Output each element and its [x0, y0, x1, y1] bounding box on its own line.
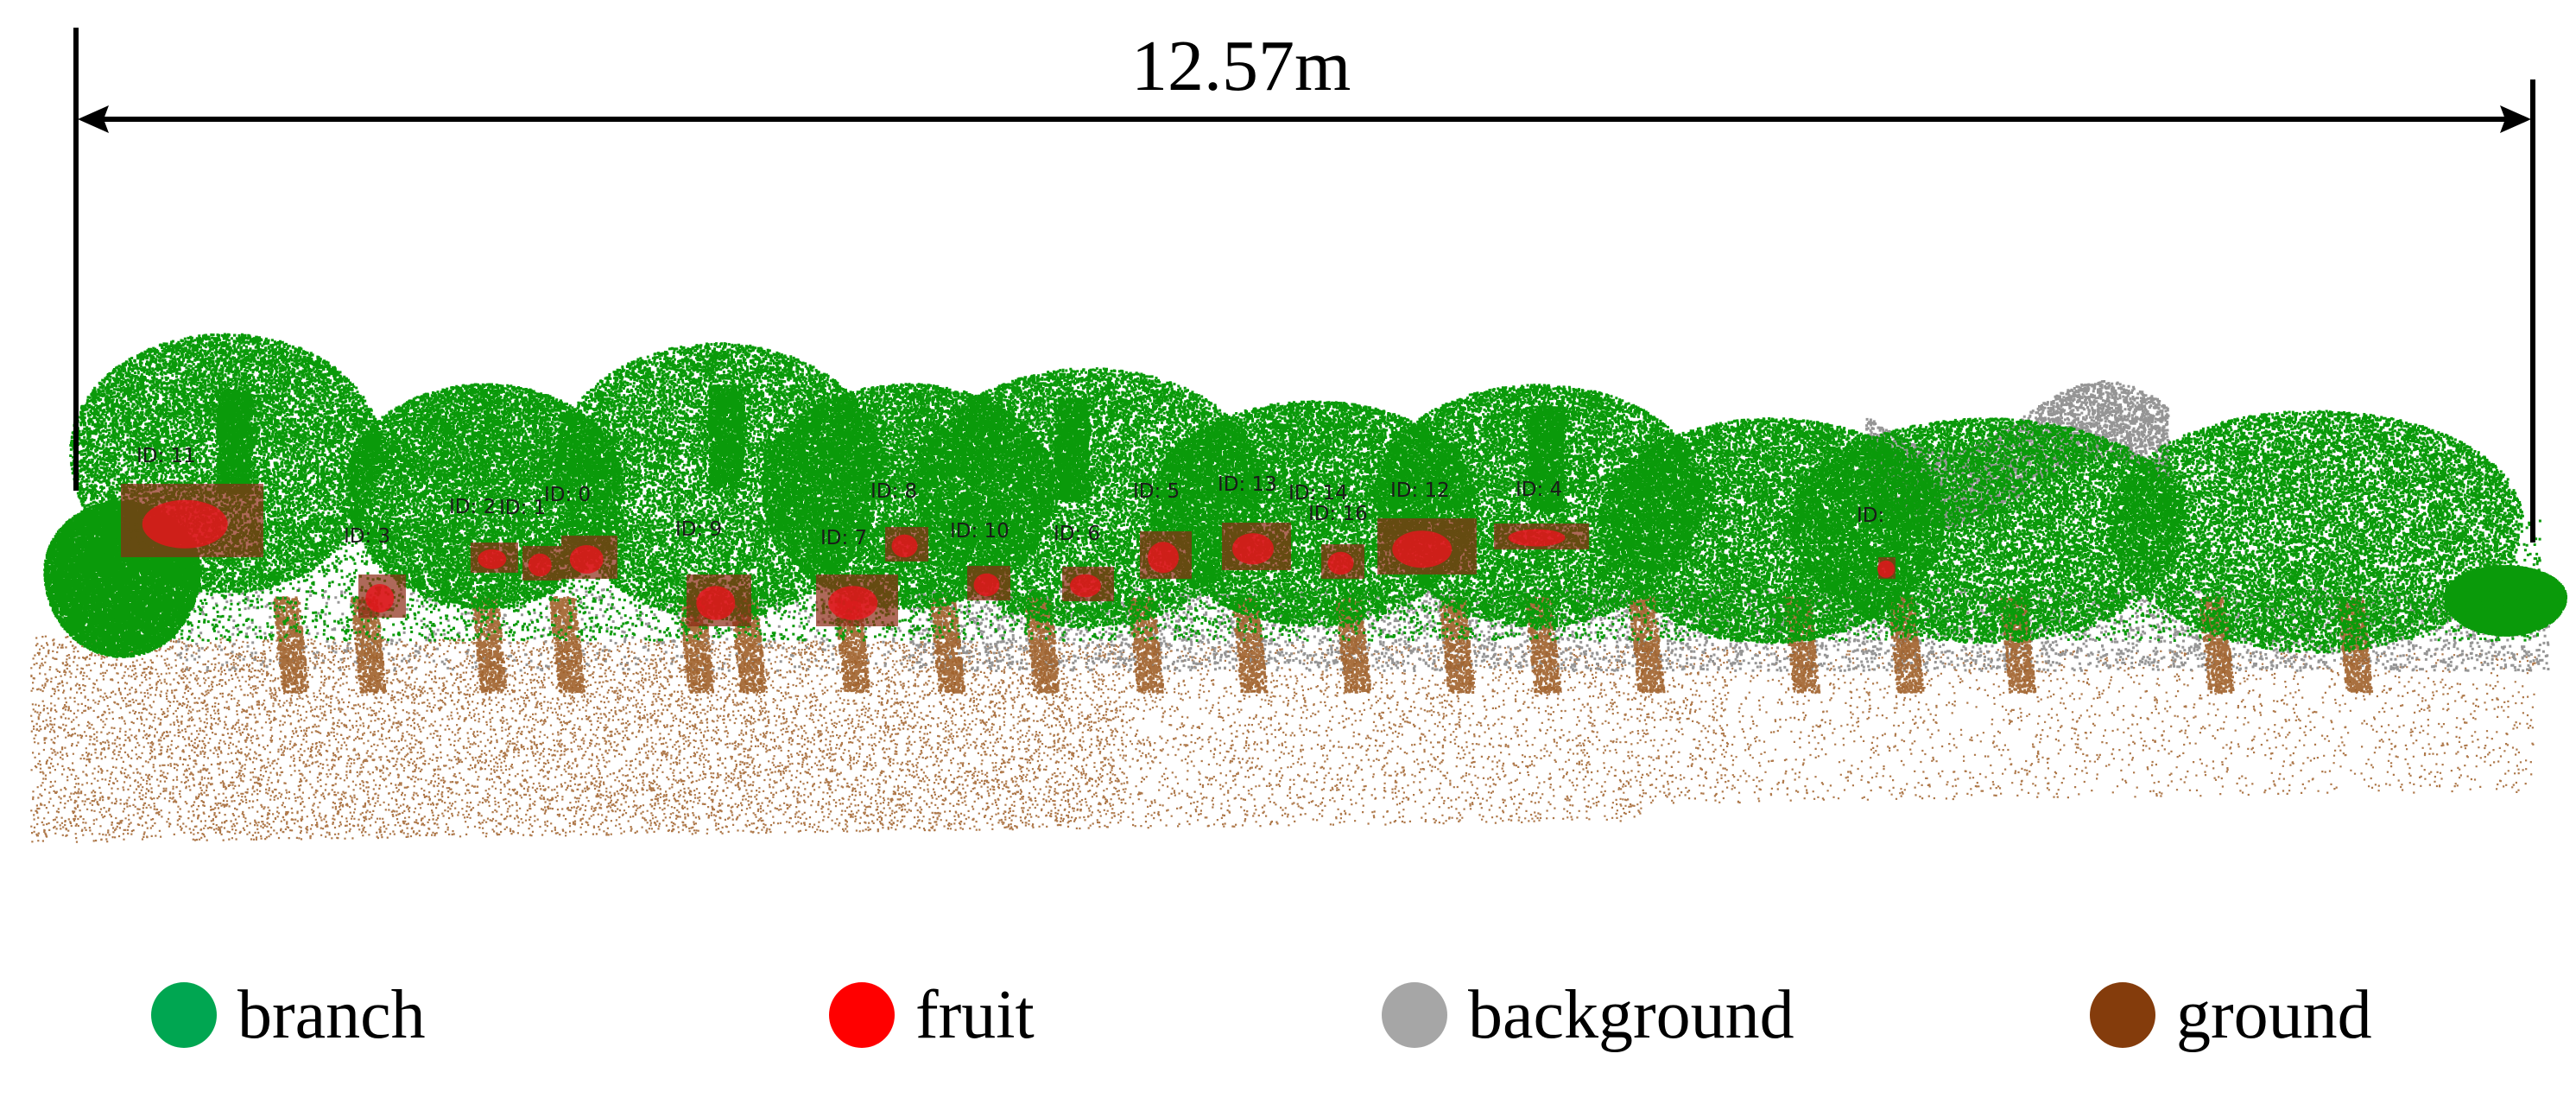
branch-point-set: [1529, 406, 1566, 512]
branch-point-set: [1054, 397, 1091, 504]
fruit-point-cluster: [365, 584, 395, 612]
trunk-point-set: [678, 596, 715, 694]
fruit-point-cluster: [1392, 530, 1453, 568]
trunk-point-set: [549, 596, 585, 694]
fruit-id-label: ID: 11: [136, 445, 196, 467]
branch-point-set: [78, 518, 2541, 642]
trunk-point-set: [1628, 596, 1666, 694]
legend-item-ground: ground: [2090, 972, 2372, 1058]
fruit-id-label: ID: 2: [449, 496, 496, 518]
branch-point-set: [216, 389, 253, 495]
fruit-point-cluster: [1877, 560, 1895, 578]
fruit-id-label: ID: 4: [1516, 479, 1562, 501]
fruit-id-label: ID: 1: [499, 497, 546, 519]
fruit-id-label: ID: 3: [344, 525, 390, 548]
fruit-point-cluster: [569, 545, 604, 574]
fruit-point-cluster: [696, 586, 736, 620]
dimension-arrow-left-icon: [78, 105, 109, 133]
fruit-point-cluster: [1070, 574, 1101, 598]
legend-label-fruit: fruit: [915, 977, 1035, 1053]
trunk-point-set: [929, 596, 965, 694]
legend-label-ground: ground: [2176, 977, 2372, 1053]
fruit-point-cluster: [1508, 529, 1566, 547]
fruit-id-label: ID: 16: [1308, 503, 1368, 525]
brown-dot-icon: [2090, 982, 2155, 1048]
fruit-id-labels: ID: 11 ID: 3 ID: 2 ID: 1ID: 0 ID: 9 ID: 7 ID: …: [136, 445, 1884, 549]
fruit-id-label: ID: 0: [544, 484, 591, 506]
branch-point-set: [915, 367, 1263, 629]
branch-point-set: [2107, 409, 2524, 654]
legend-label-background: background: [1468, 977, 1794, 1053]
ground-points: [30, 635, 2536, 843]
fruit-point-cluster: [1232, 533, 1274, 565]
fruit-id-label: ID: 9: [675, 518, 722, 541]
fruit-point-cluster: [1327, 551, 1354, 575]
legend-item-fruit: fruit: [829, 972, 1035, 1058]
fruit-id-label: ID: 13: [1218, 473, 1277, 496]
fruit-point-cluster: [1148, 542, 1179, 574]
fruit-point-cluster: [973, 573, 1000, 597]
fruit-id-label: ID: 10: [950, 520, 1010, 543]
fruit-id-label: ID: 6: [1054, 523, 1100, 545]
legend-item-branch: branch: [151, 972, 426, 1058]
fruit-id-label: ID: 5: [1133, 480, 1180, 503]
branch-point-set: [1598, 417, 1946, 644]
ground-point-set: [30, 635, 2536, 843]
legend: branch fruit background ground: [0, 972, 2576, 1067]
trunk-point-set: [1127, 596, 1164, 694]
fruit-point-cluster: [891, 534, 918, 558]
trunk-point-set: [1439, 596, 1475, 694]
fruit-id-label: ID: 14: [1288, 482, 1348, 505]
legend-label-branch: branch: [237, 977, 426, 1053]
green-dot-icon: [151, 982, 217, 1048]
trunk-point-set: [1231, 596, 1269, 694]
fruit-id-label: ID: 7: [820, 527, 867, 549]
fruit-boxes: [121, 484, 1896, 626]
fruit-point-cluster: [478, 549, 507, 569]
red-dot-icon: [829, 982, 895, 1048]
dimension-marker: 12.57m: [73, 26, 2535, 543]
legend-item-background: background: [1382, 972, 1794, 1058]
fruit-point-cluster: [528, 553, 552, 577]
dimension-label: 12.57m: [1131, 26, 1351, 106]
trunk-point-set: [273, 596, 310, 694]
fruit-id-label: ID: 12: [1390, 479, 1450, 502]
fruit-id-label: ID:: [1857, 505, 1884, 527]
fruit-id-label: ID: 8: [870, 480, 917, 503]
fruit-point-cluster: [142, 499, 228, 549]
trunk-point-set: [471, 596, 507, 694]
branch-point-set: [1788, 417, 2187, 644]
trunk-point-set: [350, 596, 388, 694]
gray-dot-icon: [1382, 982, 1447, 1048]
fruit-point-cluster: [828, 586, 878, 620]
branch-point-set: [708, 384, 745, 491]
dimension-arrow-right-icon: [2500, 105, 2531, 133]
